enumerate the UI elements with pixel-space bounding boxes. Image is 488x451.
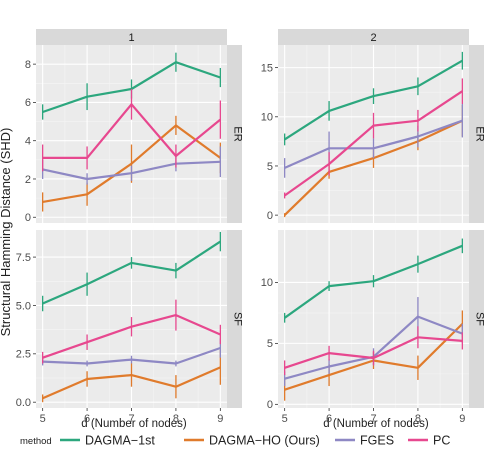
row-strip-er-1 bbox=[227, 45, 242, 223]
legend: method DAGMA−1st DAGMA−HO (Ours) FGES PC bbox=[20, 434, 450, 448]
panel-1-er: 0 2 4 6 8 bbox=[25, 45, 227, 224]
x-tick-label: 5 bbox=[282, 413, 288, 425]
series-pc bbox=[42, 89, 221, 172]
y-tick-label: 0.0 bbox=[16, 397, 31, 409]
series-line bbox=[42, 124, 221, 203]
x-tick-label: 8 bbox=[415, 413, 421, 425]
row-strip-er-2 bbox=[469, 45, 484, 223]
series-line bbox=[42, 160, 221, 181]
series-line bbox=[284, 119, 463, 169]
row-strip-sf-2 bbox=[469, 230, 484, 408]
y-tick-label: 0 bbox=[267, 399, 273, 411]
legend-label-dagma-ho-ours: DAGMA−HO (Ours) bbox=[209, 434, 320, 448]
series-dagma-1st bbox=[42, 231, 221, 312]
x-tick-label: 7 bbox=[370, 413, 376, 425]
series-line bbox=[283, 119, 463, 216]
x-tick-label: 6 bbox=[84, 413, 90, 425]
panel-1-sf: 0.0 2.5 5.0 7.5 5 6 7 8 9 bbox=[16, 230, 227, 425]
row-strip-label-sf: SF bbox=[232, 312, 244, 326]
series-dagma-1st bbox=[42, 52, 221, 120]
series-pc bbox=[284, 78, 463, 199]
column-strip-label-2: 2 bbox=[370, 32, 376, 44]
y-tick-label: 2.5 bbox=[16, 349, 31, 361]
column-strip-label-1: 1 bbox=[128, 32, 134, 44]
y-tick-label: 5.0 bbox=[16, 300, 31, 312]
row-strip-label-er: ER bbox=[474, 126, 486, 141]
series-line bbox=[42, 61, 221, 114]
x-tick-label: 8 bbox=[173, 413, 179, 425]
series-line bbox=[284, 244, 463, 319]
y-tick-label: 10 bbox=[261, 112, 273, 124]
x-axis-title-2: d (Number of nodes) bbox=[323, 418, 429, 430]
series-pc bbox=[284, 326, 463, 376]
column-strip-2 bbox=[278, 29, 469, 45]
y-tick-label: 0 bbox=[267, 210, 273, 222]
row-strip-label-sf: SF bbox=[474, 312, 486, 326]
y-tick-label: 8 bbox=[25, 59, 31, 71]
series-dagma-1st bbox=[284, 51, 463, 146]
series-dagma-ho-ours bbox=[42, 349, 221, 403]
x-tick-label: 5 bbox=[40, 413, 46, 425]
x-tick-label: 6 bbox=[326, 413, 332, 425]
row-strip-label-er: ER bbox=[232, 126, 244, 141]
x-axis-title: d (Number of nodes) bbox=[81, 418, 187, 430]
y-tick-label: 4 bbox=[25, 135, 31, 147]
x-tick-label: 9 bbox=[459, 413, 465, 425]
series-line bbox=[42, 366, 221, 400]
series-dagma-1st bbox=[284, 238, 463, 323]
y-tick-label: 5 bbox=[267, 161, 273, 173]
legend-title: method bbox=[20, 436, 52, 447]
series-line bbox=[284, 59, 463, 141]
legend-label-pc: PC bbox=[433, 434, 450, 448]
series-pc bbox=[42, 299, 221, 364]
series-line bbox=[284, 90, 463, 197]
y-tick-label: 5 bbox=[267, 338, 273, 350]
x-tick-label: 7 bbox=[128, 413, 134, 425]
series-line bbox=[42, 346, 221, 365]
y-tick-label: 15 bbox=[261, 62, 273, 74]
x-tick-label: 9 bbox=[217, 413, 223, 425]
series-line bbox=[42, 314, 221, 359]
series-line bbox=[42, 103, 221, 159]
y-tick-label: 10 bbox=[261, 277, 273, 289]
legend-label-fges: FGES bbox=[360, 434, 394, 448]
legend-label-dagma-1st: DAGMA−1st bbox=[85, 434, 155, 448]
y-tick-label: 2 bbox=[25, 174, 31, 186]
column-strip-1 bbox=[36, 29, 227, 45]
series-fges bbox=[42, 338, 221, 367]
y-tick-label: 0 bbox=[25, 212, 31, 224]
panel-2-er: 0 5 10 15 bbox=[261, 45, 469, 223]
row-strip-sf-1 bbox=[227, 230, 242, 408]
y-tick-label: 7.5 bbox=[16, 252, 31, 264]
y-axis-title: Structural Hamming Distance (SHD) bbox=[0, 128, 13, 337]
series-line bbox=[284, 336, 463, 369]
y-tick-label: 6 bbox=[25, 97, 31, 109]
series-line bbox=[42, 240, 221, 305]
